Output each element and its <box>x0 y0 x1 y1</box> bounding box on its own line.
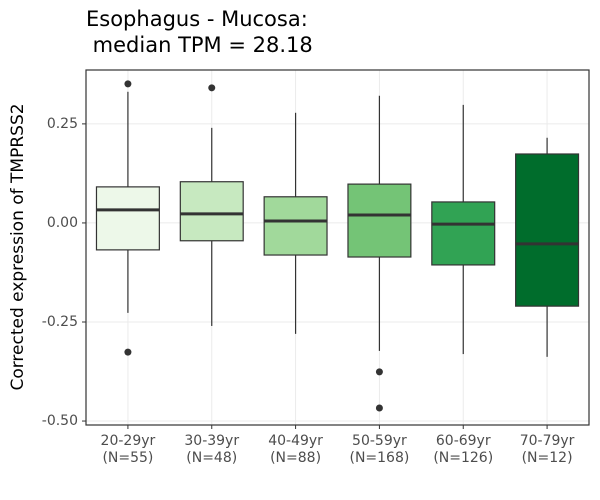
x-tick-label: 30-39yr <box>184 433 239 449</box>
y-tick-label: -0.50 <box>42 413 78 429</box>
outlier <box>124 80 132 88</box>
x-tick-label: 60-69yr <box>436 433 491 449</box>
outlier <box>375 368 383 376</box>
outlier <box>208 84 216 92</box>
y-axis-label: Corrected expression of TMPRSS2 <box>8 103 28 390</box>
x-tick-count: (N=126) <box>433 450 493 466</box>
x-tick-count: (N=55) <box>102 450 153 466</box>
box <box>347 183 412 258</box>
x-tick-count: (N=88) <box>270 450 321 466</box>
outlier <box>124 348 132 356</box>
chart-title: median TPM = 28.18 <box>86 33 313 57</box>
panel-border <box>85 69 590 426</box>
y-tick-label: -0.25 <box>42 314 78 330</box>
x-tick-label: 40-49yr <box>268 433 323 449</box>
box <box>263 196 328 256</box>
x-tick-label: 20-29yr <box>101 433 156 449</box>
x-tick-count: (N=48) <box>186 450 237 466</box>
chart-title: Esophagus - Mucosa: <box>86 7 308 31</box>
outlier <box>375 404 383 412</box>
x-tick-label: 50-59yr <box>352 433 407 449</box>
x-tick-count: (N=12) <box>522 450 573 466</box>
y-tick-label: 0.25 <box>47 116 78 132</box>
box <box>179 181 244 242</box>
box <box>431 201 496 266</box>
x-tick-count: (N=168) <box>349 450 409 466</box>
box <box>95 186 160 251</box>
y-tick-label: 0.00 <box>47 215 78 231</box>
box <box>515 153 580 307</box>
x-tick-label: 70-79yr <box>520 433 575 449</box>
